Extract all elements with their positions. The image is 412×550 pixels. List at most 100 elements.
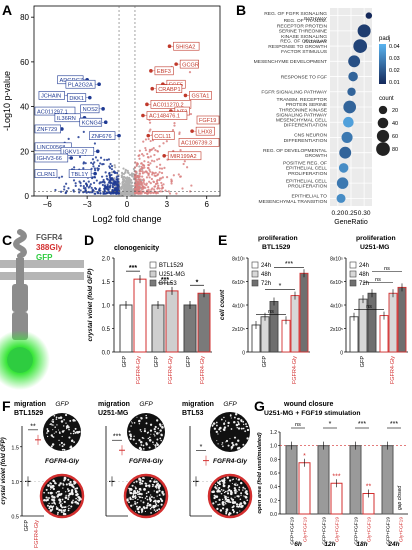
cell-speck — [245, 423, 247, 425]
down-point — [110, 168, 114, 171]
sig-label: * — [279, 283, 282, 290]
cell-speck — [65, 494, 67, 497]
up-point — [160, 167, 164, 170]
bar — [397, 286, 407, 353]
y-tick-label: 80 — [20, 13, 29, 22]
cell-speck — [223, 422, 226, 425]
cell-speck — [141, 511, 143, 514]
cell-speck — [223, 485, 226, 487]
up-point — [137, 175, 140, 179]
cell-speck — [230, 446, 234, 449]
up-point — [167, 190, 170, 193]
cell-speck — [46, 504, 49, 507]
cell-speck — [51, 435, 54, 438]
up-point — [148, 168, 151, 172]
up-point — [146, 192, 149, 195]
cell-speck — [153, 497, 155, 499]
up-point — [148, 130, 151, 133]
legend-label: U251-MG — [159, 272, 185, 278]
up-point — [156, 174, 159, 177]
up-point — [179, 149, 182, 152]
cell-speck — [211, 425, 214, 427]
cell-speck — [231, 479, 233, 481]
cell-speck — [227, 444, 230, 447]
up-point — [135, 176, 138, 179]
cell-speck — [136, 490, 139, 492]
cell-speck — [142, 501, 145, 504]
cell-speck — [235, 443, 238, 446]
term-label: PROTEIN SERINE — [286, 102, 328, 108]
down-point — [79, 189, 82, 192]
cell-speck — [160, 439, 162, 442]
cell-speck — [152, 484, 155, 486]
cell-speck — [240, 420, 243, 423]
up-point — [151, 187, 154, 190]
up-point — [145, 182, 148, 185]
cell-speck — [55, 431, 57, 433]
cell-speck — [237, 423, 240, 426]
cell-speck — [129, 488, 132, 491]
up-point — [147, 164, 150, 167]
cell-speck — [45, 496, 48, 499]
cell-speck — [53, 424, 55, 426]
up-point — [147, 172, 150, 175]
gene-label: MIR199A2 — [170, 154, 196, 160]
y-tick-label: 8x10⁵ — [232, 257, 245, 263]
cell-speck — [63, 511, 65, 513]
up-point — [148, 150, 151, 153]
down-point — [82, 167, 85, 170]
cell-speck — [159, 424, 162, 427]
up-point — [146, 152, 149, 156]
up-point — [149, 181, 152, 185]
cell-speck — [58, 508, 61, 512]
cell-speck — [234, 496, 236, 498]
up-point — [141, 172, 144, 175]
cell-speck — [151, 486, 153, 488]
cell-speck — [217, 487, 219, 489]
down-point — [111, 183, 114, 187]
cell-speck — [75, 493, 78, 497]
down-point — [85, 183, 89, 186]
sig-label: *** — [129, 265, 137, 272]
sig-label: ns — [375, 277, 381, 283]
up-point — [182, 162, 185, 166]
legend-swatch — [149, 279, 157, 287]
cell-speck — [239, 498, 242, 501]
cell-speck — [219, 509, 223, 512]
up-point — [142, 154, 145, 157]
cell-speck — [48, 505, 51, 508]
cell-speck — [153, 509, 156, 511]
cell-speck — [56, 490, 59, 493]
x-tick-label: GFP — [154, 356, 160, 368]
up-point — [190, 184, 193, 187]
down-point — [65, 182, 68, 185]
down-point — [113, 187, 116, 190]
cell-speck — [57, 493, 60, 496]
cell-speck — [156, 443, 159, 447]
cell-speck — [132, 438, 135, 441]
ns-point — [123, 188, 126, 192]
up-point — [158, 171, 161, 174]
cell-speck — [225, 490, 227, 493]
cell-speck — [236, 511, 239, 514]
down-point — [103, 158, 106, 161]
image-label-gfp: GFP — [223, 401, 237, 408]
up-point — [141, 152, 144, 156]
cell-speck — [52, 420, 55, 423]
bar — [381, 445, 394, 515]
cell-speck — [139, 440, 143, 444]
down-point — [54, 188, 57, 192]
term-dot — [343, 116, 354, 128]
cell-speck — [154, 504, 157, 508]
cell-speck — [48, 507, 51, 510]
cell-speck — [238, 488, 240, 491]
ns-point — [121, 182, 124, 186]
cell-speck — [51, 498, 54, 501]
down-point — [98, 182, 101, 185]
subpanel-title: migration — [14, 401, 46, 408]
up-point — [147, 186, 150, 189]
cell-speck — [158, 494, 161, 496]
down-point — [95, 179, 98, 182]
x-tick-label: FGFR4-Gly — [168, 356, 174, 384]
up-point — [136, 189, 139, 192]
